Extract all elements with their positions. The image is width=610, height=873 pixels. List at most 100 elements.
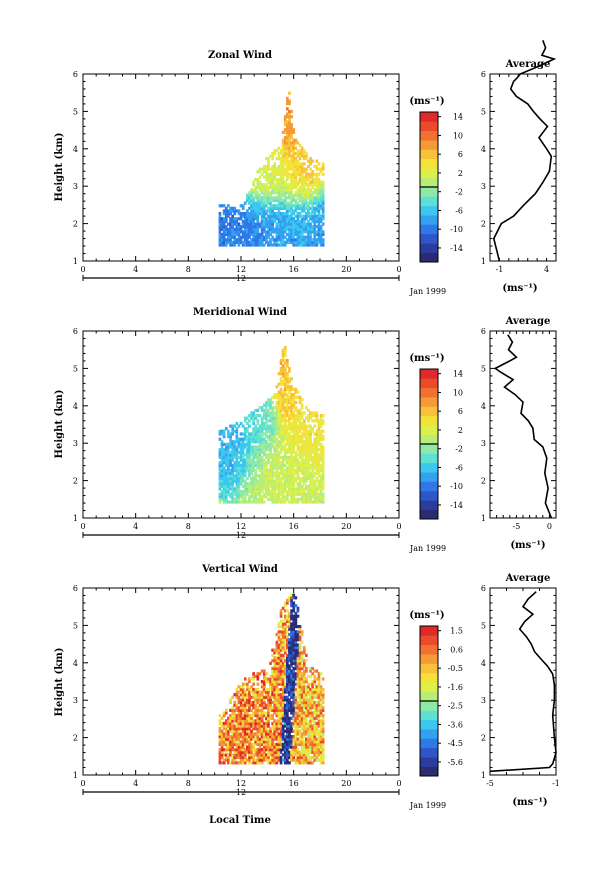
heatmap-cell — [321, 729, 325, 733]
heatmap-cell — [292, 393, 296, 397]
heatmap-cell — [286, 687, 289, 692]
heatmap-cell — [262, 416, 266, 420]
heatmap-cell — [265, 753, 268, 757]
heatmap-cell — [315, 706, 319, 710]
heatmap-cell — [288, 149, 291, 153]
heatmap-cell — [321, 162, 325, 166]
heatmap-cell — [222, 435, 226, 439]
heatmap-cell — [302, 157, 306, 161]
heatmap-cell — [315, 432, 319, 436]
heatmap-cell — [269, 479, 272, 483]
heatmap-cell — [260, 225, 264, 229]
heatmap-cell — [292, 185, 296, 189]
heatmap-cell — [237, 698, 241, 702]
heatmap-cell — [271, 157, 274, 161]
heatmap-cell — [246, 703, 249, 707]
heatmap-cell — [315, 716, 319, 720]
heatmap-cell — [241, 469, 245, 473]
heatmap-cell — [311, 206, 314, 210]
heatmap-cell — [309, 714, 312, 718]
heatmap-cell — [309, 198, 312, 203]
heatmap-cell — [317, 729, 321, 733]
heatmap-cell — [288, 395, 291, 399]
heatmap-cell — [298, 466, 302, 470]
heatmap-cell — [292, 745, 296, 749]
heatmap-cell — [273, 230, 277, 234]
heatmap-cell — [262, 471, 266, 475]
heatmap-cell — [298, 143, 302, 148]
heatmap-cell — [311, 732, 314, 736]
heatmap-cell — [321, 230, 325, 234]
heatmap-cell — [292, 217, 296, 221]
heatmap-cell — [260, 463, 264, 467]
heatmap-cell — [222, 453, 226, 457]
heatmap-cell — [315, 238, 319, 242]
heatmap-cell — [292, 479, 296, 483]
heatmap-cell — [279, 648, 283, 652]
heatmap-cell — [315, 414, 319, 418]
heatmap-cell — [296, 463, 300, 467]
heatmap-cell — [302, 669, 306, 673]
heatmap-cell — [283, 661, 287, 665]
heatmap-cell — [233, 497, 237, 501]
heatmap-cell — [283, 708, 287, 712]
heatmap-cell — [321, 469, 325, 473]
heatmap-cell — [254, 742, 258, 746]
heatmap-cell — [246, 714, 249, 718]
heatmap-cell — [286, 698, 289, 702]
heatmap-cell — [237, 469, 241, 473]
heatmap-cell — [286, 653, 289, 657]
heatmap-cell — [288, 471, 291, 475]
heatmap-cell — [222, 235, 226, 239]
heatmap-cell — [302, 716, 306, 720]
heatmap-cell — [296, 695, 300, 699]
heatmap-cell — [260, 424, 264, 428]
heatmap-cell — [235, 489, 239, 494]
heatmap-cell — [294, 463, 298, 467]
colorbar-swatch — [420, 196, 438, 207]
heatmap-cell — [292, 167, 296, 171]
heatmap-cell — [262, 225, 266, 229]
heatmap-cell — [313, 225, 317, 229]
heatmap-cell — [298, 638, 302, 642]
heatmap-cell — [286, 154, 289, 158]
heatmap-cell — [305, 458, 308, 462]
heatmap-cell — [233, 719, 237, 723]
heatmap-cell — [292, 711, 296, 715]
heatmap-cell — [283, 695, 287, 699]
heatmap-cell — [222, 711, 226, 715]
heatmap-cell — [260, 748, 264, 752]
heatmap-cell — [286, 469, 289, 473]
heatmap-cell — [283, 625, 287, 629]
heatmap-cell — [227, 745, 230, 749]
heatmap-cell — [311, 455, 314, 460]
heatmap-cell — [224, 755, 228, 760]
heatmap-cell — [252, 761, 255, 765]
heatmap-cell — [262, 758, 266, 762]
heatmap-cell — [305, 217, 308, 221]
heatmap-cell — [307, 471, 310, 475]
colorbar-swatch — [420, 490, 438, 501]
heatmap-cell — [229, 700, 232, 705]
heatmap-cell — [317, 440, 321, 444]
heatmap-cell — [279, 666, 283, 671]
heatmap-cell — [235, 745, 239, 749]
heatmap-cell — [294, 390, 298, 394]
heatmap-cell — [292, 601, 296, 605]
heatmap-cell — [279, 421, 283, 426]
heatmap-cell — [290, 651, 293, 655]
heatmap-cell — [279, 711, 283, 715]
heatmap-cell — [315, 164, 319, 169]
heatmap-cell — [229, 440, 232, 444]
heatmap-cell — [296, 235, 300, 239]
heatmap-cell — [279, 745, 283, 749]
heatmap-cell — [269, 222, 272, 226]
heatmap-cell — [311, 666, 314, 671]
heatmap-cell — [281, 471, 285, 475]
heatmap-cell — [227, 740, 230, 744]
heatmap-cell — [302, 674, 306, 678]
heatmap-cell — [260, 695, 264, 699]
heatmap-cell — [250, 432, 253, 436]
heatmap-cell — [302, 727, 306, 731]
heatmap-cell — [298, 429, 302, 433]
